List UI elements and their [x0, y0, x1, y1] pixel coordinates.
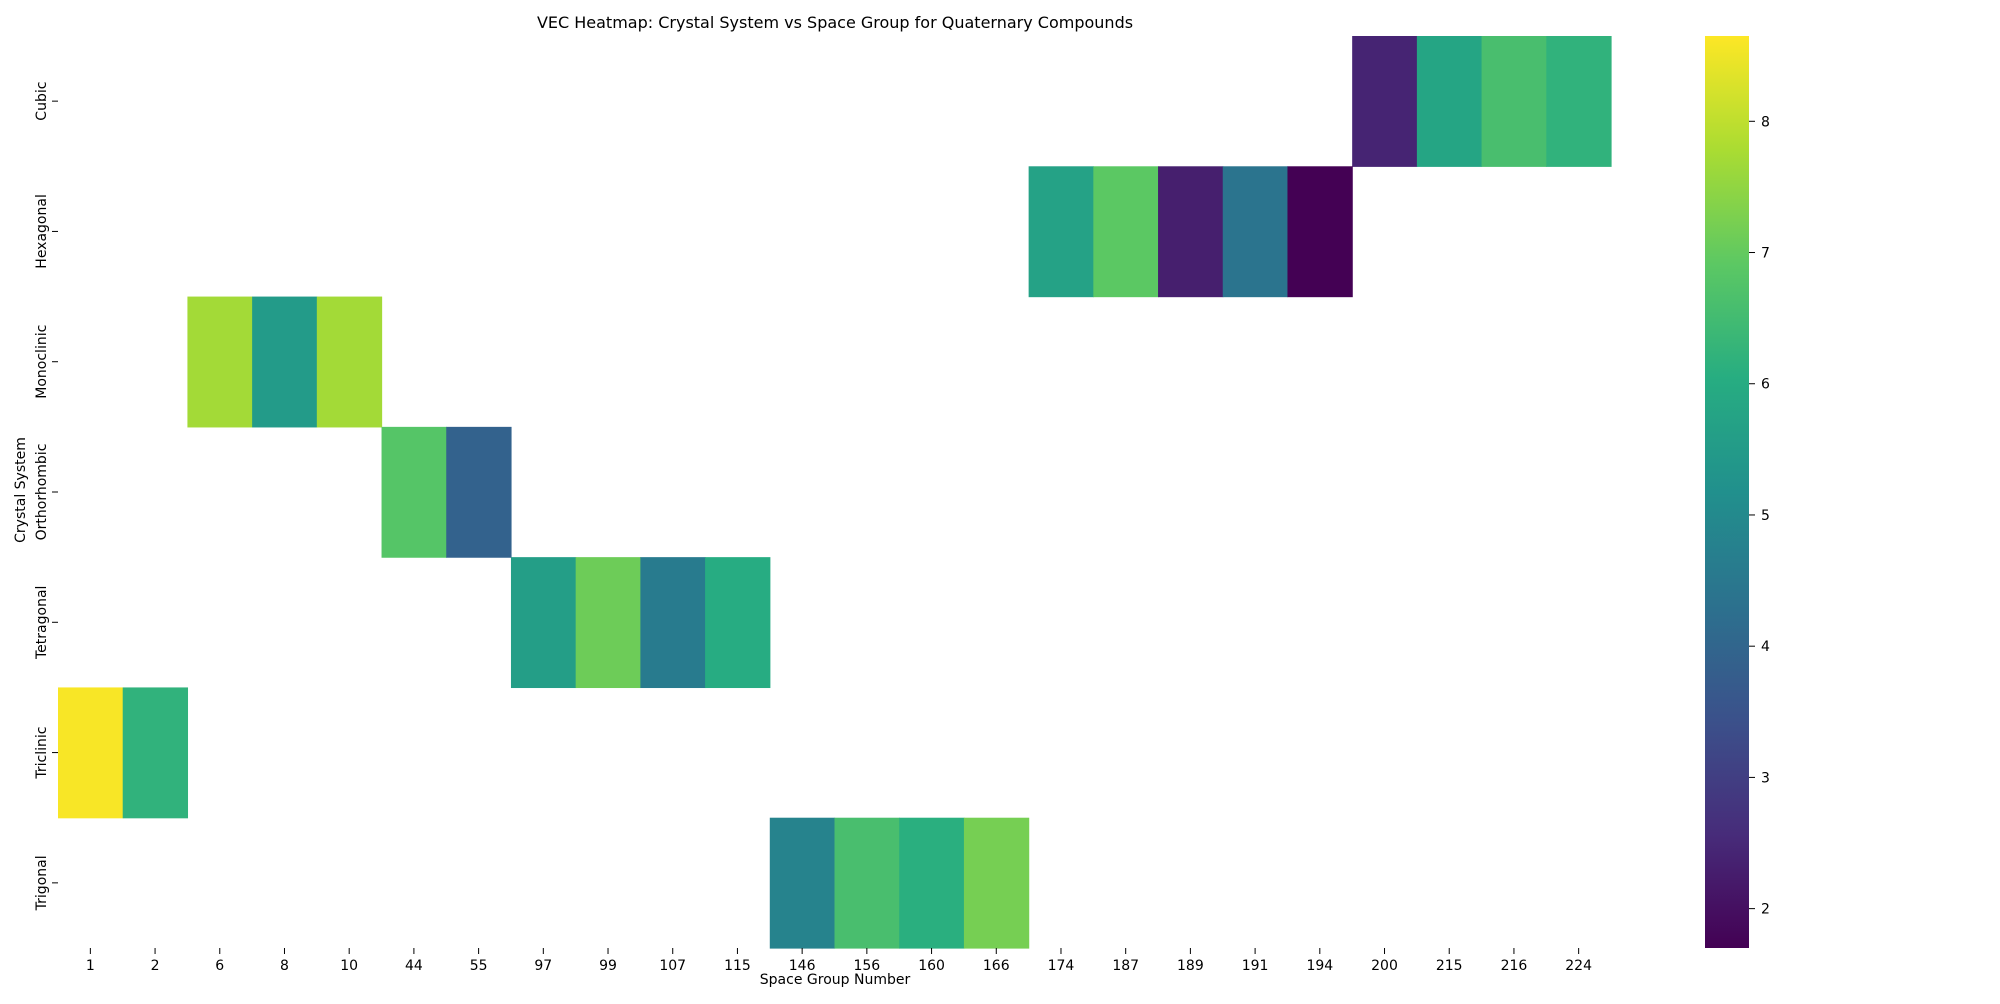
colorbar [1705, 36, 1749, 948]
x-tick-label: 55 [470, 958, 488, 974]
heatmap-cell [381, 426, 447, 558]
heatmap-cell [575, 557, 641, 689]
colorbar-tick-label: 6 [1761, 377, 1770, 393]
heatmap-cells [58, 36, 1612, 949]
heatmap-cell [1093, 166, 1159, 298]
x-tick-label: 166 [983, 958, 1010, 974]
y-axis-ticks: Cubic Hexagonal Monoclinic Orthorhombic Tetr… [34, 82, 58, 911]
x-tick-label: 99 [599, 958, 617, 974]
x-tick-label: 194 [1306, 958, 1333, 974]
heatmap-cell [705, 557, 771, 689]
x-tick-label: 187 [1112, 958, 1139, 974]
heatmap-cell [1546, 36, 1612, 167]
heatmap-cell [510, 557, 577, 689]
heatmap-cell [122, 687, 189, 819]
heatmap-cell [1481, 36, 1547, 167]
x-tick-label: 1 [86, 958, 95, 974]
heatmap-cell [1028, 166, 1094, 298]
y-tick-label: Hexagonal [34, 194, 50, 269]
colorbar-tick-label: 5 [1761, 508, 1770, 524]
x-tick-label: 216 [1501, 958, 1528, 974]
x-tick-label: 2 [151, 958, 160, 974]
x-tick-label: 107 [659, 958, 686, 974]
colorbar-ticks: 2 3 4 5 6 7 8 [1749, 114, 1770, 918]
heatmap-cell [1222, 166, 1289, 298]
x-tick-label: 97 [534, 958, 552, 974]
x-tick-label: 160 [918, 958, 945, 974]
x-axis-ticks: 1 2 6 8 10 44 55 97 99 107 115 146 156 160 166 174 187 18… [86, 948, 1592, 974]
x-tick-label: 200 [1371, 958, 1398, 974]
x-tick-label: 215 [1436, 958, 1463, 974]
colorbar-tick-label: 7 [1761, 246, 1770, 262]
x-tick-label: 189 [1177, 958, 1204, 974]
y-tick-label: Cubic [34, 82, 50, 121]
colorbar-tick-label: 3 [1761, 770, 1770, 786]
heatmap-cell [963, 817, 1030, 949]
x-tick-label: 8 [280, 958, 289, 974]
x-tick-label: 10 [340, 958, 358, 974]
y-tick-label: Orthorhombic [34, 444, 50, 541]
heatmap-cell [316, 296, 383, 428]
colorbar-tick-label: 4 [1761, 639, 1770, 655]
y-tick-label: Triclinic [34, 727, 50, 780]
y-tick-label: Tetragonal [34, 586, 50, 660]
y-tick-label: Monoclinic [34, 325, 50, 399]
heatmap-cell [834, 817, 900, 949]
x-tick-label: 191 [1242, 958, 1269, 974]
colorbar-tick-label: 8 [1761, 114, 1770, 130]
x-tick-label: 6 [215, 958, 224, 974]
heatmap-cell [640, 557, 706, 689]
heatmap-cell [1352, 36, 1418, 167]
heatmap-cell [769, 817, 836, 949]
heatmap-cell [58, 687, 124, 819]
colorbar-tick-label: 2 [1761, 902, 1770, 918]
heatmap-cell [187, 296, 253, 428]
y-tick-label: Trigonal [34, 855, 50, 911]
x-tick-label: 156 [853, 958, 880, 974]
heatmap-cell [899, 817, 965, 949]
heatmap-cell [446, 426, 512, 558]
heatmap-cell [1287, 166, 1353, 298]
x-tick-label: 44 [405, 958, 423, 974]
x-tick-label: 224 [1565, 958, 1592, 974]
chart-title: VEC Heatmap: Crystal System vs Space Gro… [537, 13, 1133, 32]
x-tick-label: 174 [1048, 958, 1075, 974]
x-tick-label: 146 [789, 958, 816, 974]
x-tick-label: 115 [724, 958, 751, 974]
y-axis-label: Crystal System [13, 437, 29, 543]
x-axis-label: Space Group Number [760, 972, 911, 988]
heatmap-cell [252, 296, 318, 428]
heatmap-cell [1158, 166, 1224, 298]
heatmap-cell [1416, 36, 1483, 167]
